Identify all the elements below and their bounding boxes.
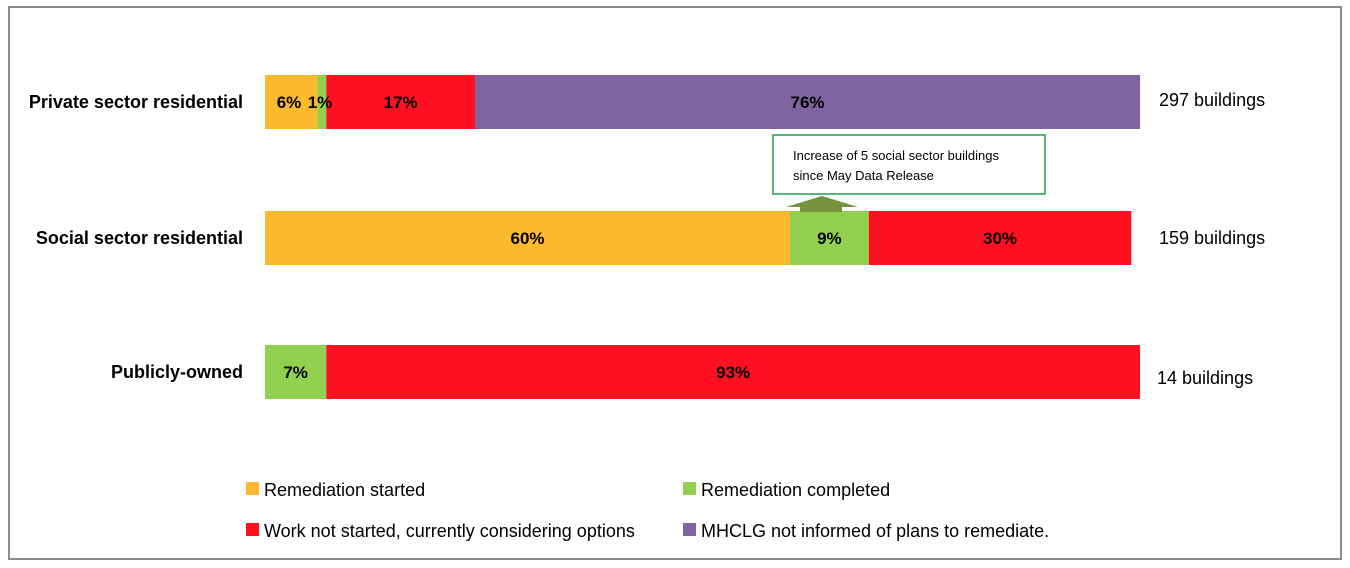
legend-swatch — [246, 523, 259, 536]
bar-segment — [317, 75, 327, 129]
category-label: Social sector residential — [36, 228, 243, 248]
bar-segment — [265, 75, 318, 129]
total-label: 297 buildings — [1159, 90, 1265, 110]
annotation-arrow — [786, 196, 858, 212]
total-label: 159 buildings — [1159, 228, 1265, 248]
annotation-line-1: Increase of 5 social sector buildings — [793, 148, 999, 163]
data-label: 93% — [716, 363, 750, 382]
legend-swatch — [246, 482, 259, 495]
annotation-line-2: since May Data Release — [793, 168, 934, 183]
annotation-box — [772, 134, 1046, 195]
legend-label: MHCLG not informed of plans to remediate… — [701, 521, 1049, 541]
bars-layer — [265, 75, 1140, 399]
data-label: 6% — [277, 93, 302, 112]
data-label: 7% — [283, 363, 308, 382]
category-label: Publicly-owned — [111, 362, 243, 382]
bar-segment — [265, 211, 790, 265]
legend: Remediation started Remediation completed… — [246, 480, 1049, 541]
bar-segment — [790, 211, 869, 265]
legend-swatch — [683, 482, 696, 495]
data-label: 1% — [308, 93, 333, 112]
legend-label: Remediation started — [264, 480, 425, 500]
data-label: 9% — [817, 229, 842, 248]
bar-segment — [868, 211, 1132, 265]
data-label: 17% — [384, 93, 418, 112]
annotation: Increase of 5 social sector buildings si… — [772, 134, 1046, 212]
bar-segment — [265, 345, 327, 399]
bar-segment — [326, 345, 1140, 399]
bar-segment — [326, 75, 475, 129]
data-label: 76% — [790, 93, 824, 112]
legend-label: Remediation completed — [701, 480, 890, 500]
total-label: 14 buildings — [1157, 368, 1253, 388]
category-label: Private sector residential — [29, 92, 243, 112]
bar-segment — [475, 75, 1140, 129]
legend-swatch — [683, 523, 696, 536]
legend-label: Work not started, currently considering … — [264, 521, 635, 541]
data-label: 60% — [510, 229, 544, 248]
labels-layer: Private sector residential 6% 1% 17% 76% Soci… — [29, 90, 1265, 388]
data-label: 30% — [983, 229, 1017, 248]
